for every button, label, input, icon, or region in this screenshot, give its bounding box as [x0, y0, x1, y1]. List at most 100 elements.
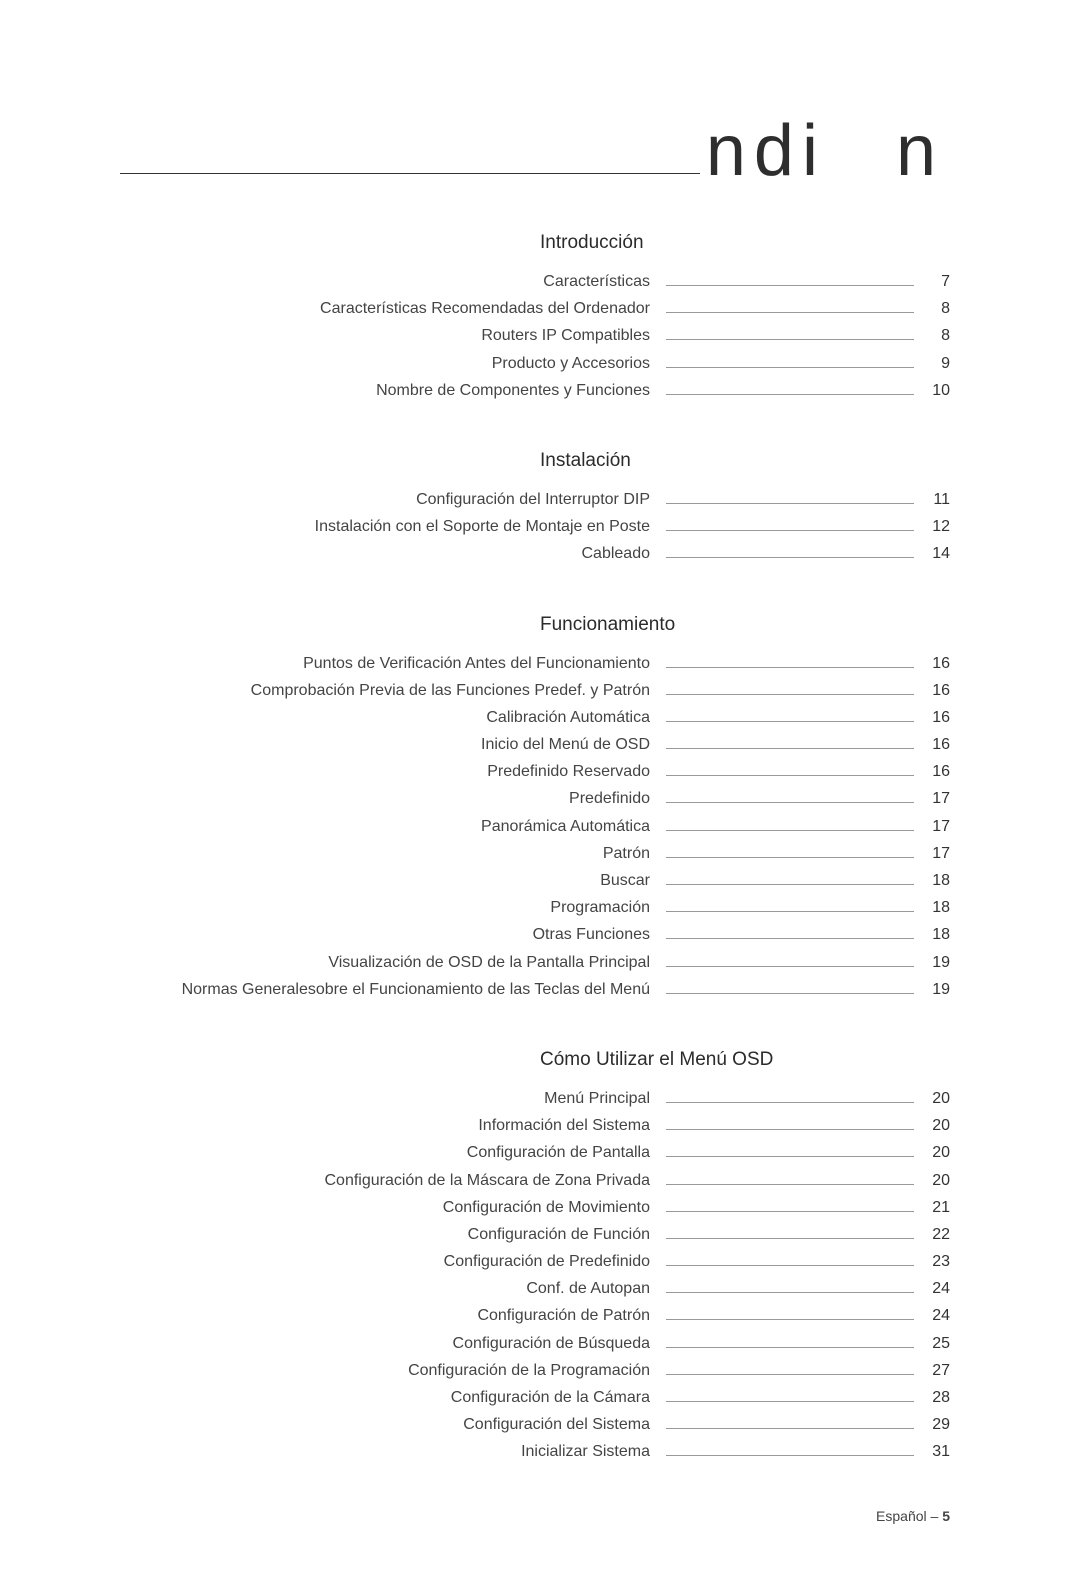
toc-entry: Otras Funciones18: [120, 921, 950, 948]
toc-entry-page: 20: [918, 1085, 950, 1112]
toc-leader-line: [666, 530, 914, 531]
toc-entry-page: 23: [918, 1248, 950, 1275]
toc-entry-page: 16: [918, 704, 950, 731]
toc-leader-line: [666, 1184, 914, 1185]
toc-entry-label: Configuración del Sistema: [120, 1411, 662, 1438]
toc-entry-page: 11: [918, 486, 950, 513]
toc-leader-line: [666, 775, 914, 776]
title-rule-left: [120, 173, 700, 174]
toc-entry: Cableado14: [120, 540, 950, 567]
toc-entry-page: 27: [918, 1357, 950, 1384]
toc-entry: Configuración de Predefinido23: [120, 1248, 950, 1275]
toc-entry-label: Patrón: [120, 840, 662, 867]
toc-entry-page: 22: [918, 1221, 950, 1248]
toc-entry: Programación18: [120, 894, 950, 921]
toc-leader-line: [666, 830, 914, 831]
toc-entry-label: Inicializar Sistema: [120, 1438, 662, 1465]
toc-entry-label: Características: [120, 268, 662, 295]
toc-leader-line: [666, 1156, 914, 1157]
toc-entry-page: 19: [918, 976, 950, 1003]
toc-entry: Configuración de Pantalla20: [120, 1139, 950, 1166]
toc-entry-page: 17: [918, 813, 950, 840]
toc-leader-line: [666, 1455, 914, 1456]
toc-entry: Buscar 18: [120, 867, 950, 894]
toc-leader-line: [666, 285, 914, 286]
toc-leader-line: [666, 667, 914, 668]
section-heading: Cómo Utilizar el Menú OSD: [540, 1049, 950, 1071]
toc-entry-page: 17: [918, 785, 950, 812]
toc-entry-page: 8: [918, 295, 950, 322]
title-row: ndi n: [120, 110, 950, 192]
toc-leader-line: [666, 993, 914, 994]
toc-entry-label: Configuración de Patrón: [120, 1302, 662, 1329]
page: ndi n IntroducciónCaracterísticas7Caract…: [0, 0, 1080, 1572]
toc-leader-line: [666, 1319, 914, 1320]
toc-entry-page: 9: [918, 350, 950, 377]
toc-entry: Configuración del Interruptor DIP 11: [120, 486, 950, 513]
toc-entry: Comprobación Previa de las Funciones Pre…: [120, 677, 950, 704]
toc-entry: Configuración del Sistema 29: [120, 1411, 950, 1438]
toc-entry-page: 25: [918, 1330, 950, 1357]
toc-leader-line: [666, 1102, 914, 1103]
toc-leader-line: [666, 966, 914, 967]
toc-entry-label: Configuración de Función: [120, 1221, 662, 1248]
toc-entry-label: Configuración del Interruptor DIP: [120, 486, 662, 513]
toc-entry-label: Normas Generalesobre el Funcionamiento d…: [120, 976, 662, 1003]
toc-entry: Configuración de la Máscara de Zona Priv…: [120, 1167, 950, 1194]
toc-entry: Configuración de la Cámara 28: [120, 1384, 950, 1411]
toc-section: Instalación Configuración del Interruptor…: [120, 450, 950, 568]
toc-entry-label: Comprobación Previa de las Funciones Pre…: [120, 677, 662, 704]
toc-leader-line: [666, 857, 914, 858]
toc-leader-line: [666, 911, 914, 912]
toc-entry-page: 18: [918, 867, 950, 894]
toc-section: FuncionamientoPuntos de Verificación Ant…: [120, 614, 950, 1003]
page-footer: Español – 5: [876, 1508, 950, 1524]
toc-leader-line: [666, 1265, 914, 1266]
footer-page-number: 5: [942, 1508, 950, 1524]
toc-leader-line: [666, 802, 914, 803]
footer-language: Español –: [876, 1508, 938, 1524]
toc-leader-line: [666, 1211, 914, 1212]
toc-entry: Características Recomendadas del Ordenad…: [120, 295, 950, 322]
toc-entry-page: 28: [918, 1384, 950, 1411]
toc-entry-label: Configuración de la Cámara: [120, 1384, 662, 1411]
toc-entry: Routers IP Compatibles8: [120, 322, 950, 349]
section-heading: Instalación: [540, 450, 950, 472]
toc-entry-page: 24: [918, 1275, 950, 1302]
toc-entry: Panorámica Automática 17: [120, 813, 950, 840]
toc-leader-line: [666, 394, 914, 395]
page-title: ndi n: [700, 110, 950, 192]
toc-entry-label: Buscar: [120, 867, 662, 894]
title-part-1: ndi: [706, 110, 826, 192]
toc-entry: Patrón17: [120, 840, 950, 867]
toc-entry: Características 7: [120, 268, 950, 295]
toc-entry-page: 20: [918, 1139, 950, 1166]
toc-entry-label: Calibración Automática: [120, 704, 662, 731]
toc-leader-line: [666, 1292, 914, 1293]
toc-entry-page: 7: [918, 268, 950, 295]
toc-entry: Puntos de Verificación Antes del Funcion…: [120, 650, 950, 677]
toc-leader-line: [666, 884, 914, 885]
toc-leader-line: [666, 1374, 914, 1375]
toc-entry-page: 29: [918, 1411, 950, 1438]
toc-entry-page: 8: [918, 322, 950, 349]
toc-entry-page: 19: [918, 949, 950, 976]
section-heading: Introducción: [540, 232, 950, 254]
toc-leader-line: [666, 938, 914, 939]
toc-section: IntroducciónCaracterísticas7Característi…: [120, 232, 950, 404]
toc-leader-line: [666, 1238, 914, 1239]
toc-leader-line: [666, 1347, 914, 1348]
toc-entry-label: Inicio del Menú de OSD: [120, 731, 662, 758]
toc-entry-label: Características Recomendadas del Ordenad…: [120, 295, 662, 322]
toc-leader-line: [666, 503, 914, 504]
toc-entry-label: Visualización de OSD de la Pantalla Prin…: [120, 949, 662, 976]
toc-entry-label: Predefinido Reservado: [120, 758, 662, 785]
toc-entry-label: Configuración de la Máscara de Zona Priv…: [120, 1167, 662, 1194]
toc-entry-page: 10: [918, 377, 950, 404]
toc-entry-label: Producto y Accesorios: [120, 350, 662, 377]
toc-leader-line: [666, 1428, 914, 1429]
toc-entry-page: 31: [918, 1438, 950, 1465]
toc-entry-page: 20: [918, 1167, 950, 1194]
toc-leader-line: [666, 694, 914, 695]
toc-entry-label: Panorámica Automática: [120, 813, 662, 840]
